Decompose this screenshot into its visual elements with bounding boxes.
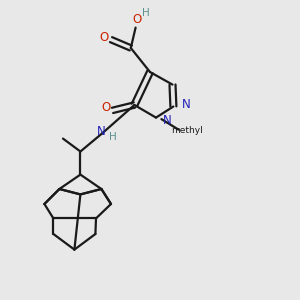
Text: methyl: methyl [172,126,203,135]
Text: N: N [182,98,190,112]
Text: O: O [133,13,142,26]
Text: H: H [109,131,116,142]
Text: O: O [101,101,110,114]
Text: H: H [142,8,150,18]
Text: O: O [100,31,109,44]
Text: N: N [163,114,172,127]
Text: N: N [97,124,106,138]
